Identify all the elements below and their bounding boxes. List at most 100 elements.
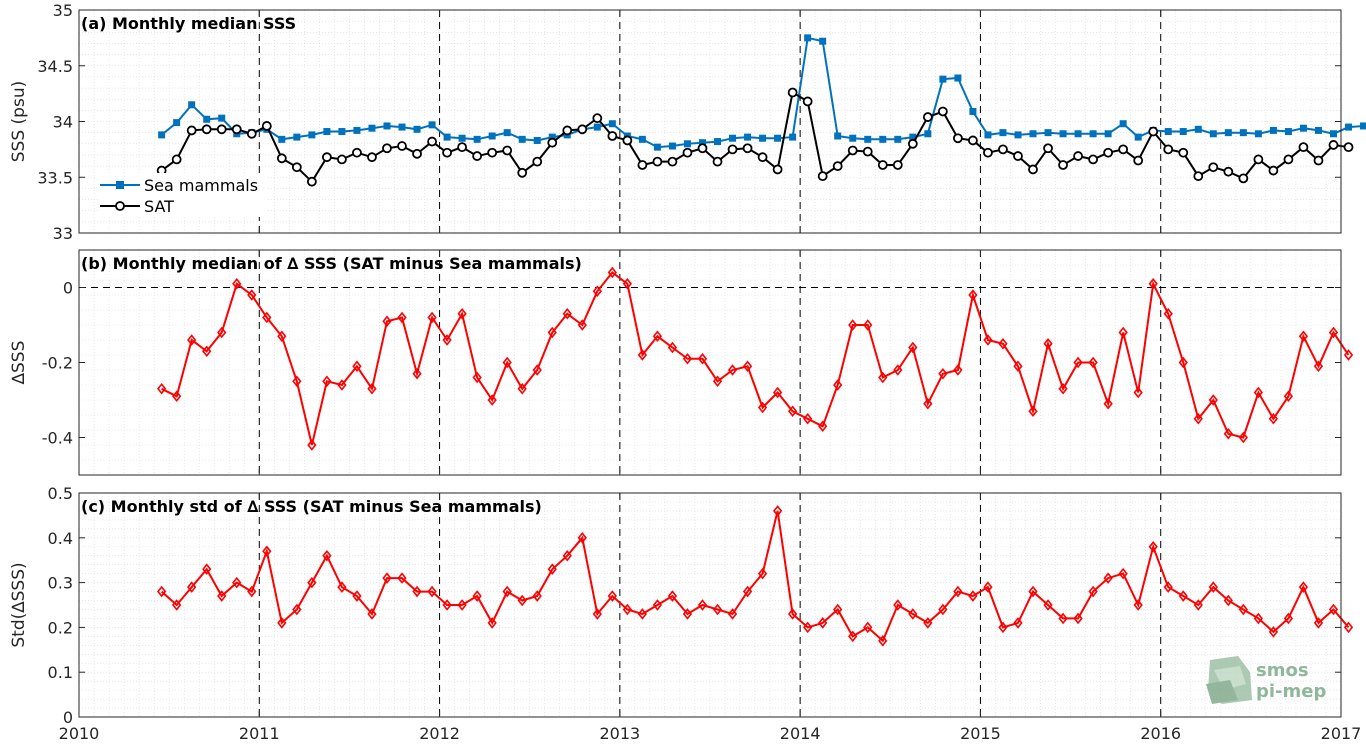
data-point [879,135,887,143]
data-point [1088,356,1098,369]
data-point [1103,147,1114,158]
data-point [1238,173,1249,184]
data-point [1328,140,1339,150]
data-point [637,160,648,170]
data-point [337,581,347,593]
data-point [1014,131,1022,139]
data-point [1268,412,1279,425]
data-point [593,123,601,131]
data-point [1148,540,1158,553]
data-point [188,101,196,109]
data-point [1074,130,1082,138]
data-point [1224,129,1232,137]
data-point [383,122,391,130]
y-tick-label: 0 [63,708,73,727]
data-point [938,603,948,616]
data-point [1119,120,1127,128]
data-point [954,74,962,82]
y-tick-label: 35 [53,1,73,20]
data-point [818,420,828,433]
panel-b: -0.4 -0.2 0 (b) Monthly median of ∆ SSS (S… [9,249,1354,476]
data-point [757,152,768,163]
data-point [862,146,873,157]
data-point [427,311,437,324]
data-point [262,545,272,558]
data-point [1104,130,1112,138]
panel-c-ticks: 0 0.1 0.2 0.3 0.4 0.5 2010 2011 2012 2013 2014 2015… [48,484,1362,743]
data-point [246,128,257,139]
data-point [1313,617,1324,629]
data-point [322,375,332,388]
data-point [759,134,767,142]
data-point [397,141,407,151]
x-tick-label: 2017 [1321,724,1362,743]
data-point [503,129,511,137]
data-point [1193,171,1204,182]
data-point [1133,386,1143,399]
data-point [216,124,227,135]
data-point [592,285,602,298]
data-point [1223,427,1233,440]
data-point [187,581,197,593]
data-point [472,371,482,384]
data-point [157,382,167,395]
panel-c-ylabel: Std(∆SSS) [9,562,29,647]
data-point [638,135,646,143]
logo-waves-icon [1206,656,1252,704]
panel-c-title: (c) Monthly std of ∆ SSS (SAT minus Sea … [81,497,542,516]
data-point [292,375,302,388]
data-point [744,133,752,141]
data-point [562,549,572,562]
x-tick-label: 2011 [239,724,280,743]
data-point [1239,129,1247,137]
data-point [1028,585,1038,598]
legend-box [98,173,268,217]
data-point [1268,165,1279,176]
data-point [1179,128,1187,136]
y-tick-label: 0.2 [48,618,73,637]
legend-label-sea-mammals: Sea mammals [144,176,258,195]
data-point [774,134,782,142]
data-point [833,603,843,616]
data-point [864,135,872,143]
data-point [983,334,993,346]
data-point [1298,581,1309,593]
data-point [547,326,557,339]
data-point [878,635,888,647]
y-tick-label: 0 [63,279,73,298]
data-point [653,143,661,151]
data-point [1133,599,1143,611]
smos-pi-mep-logo: smos pi-mep [1206,656,1326,704]
data-point [1163,581,1173,593]
data-point [352,590,362,602]
data-point [1360,122,1366,130]
data-point [607,266,617,279]
y-tick-label: 33.5 [37,168,73,187]
data-point [999,129,1007,137]
panel-c-axes-box [78,492,1342,718]
data-point [1164,128,1172,136]
data-point [938,367,948,380]
data-point [1073,151,1083,161]
data-point [1253,612,1263,625]
panel-c-year-lines [258,493,1162,717]
data-point [1345,123,1353,131]
data-point [1313,360,1324,373]
data-point [608,120,616,128]
data-point [276,153,287,164]
data-point [683,140,691,148]
data-point [1118,326,1128,339]
data-point [922,112,933,122]
data-point [1253,154,1264,165]
data-point [158,131,166,139]
data-point [1178,147,1189,158]
data-point [907,138,918,149]
data-point [969,107,977,115]
data-point [337,379,347,391]
data-point [984,131,992,139]
legend-marker-sea-mammals [116,181,124,189]
panel-a: 33 33.5 34 34.5 35 (a) Monthly median SSS SS… [9,1,1366,243]
x-tick-label: 2012 [419,724,460,743]
data-point [278,135,286,143]
data-point [622,135,633,146]
